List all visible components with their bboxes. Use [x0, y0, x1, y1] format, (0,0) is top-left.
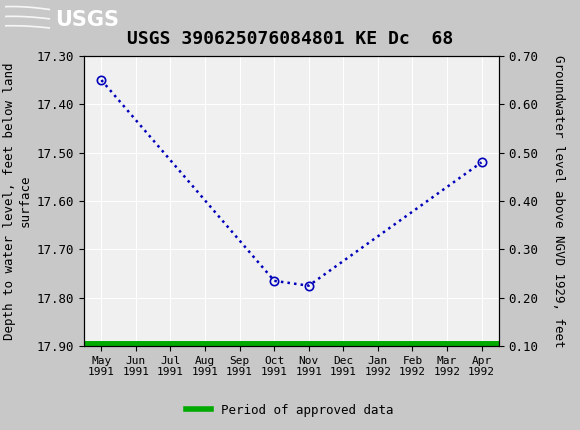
Text: USGS 390625076084801 KE Dc  68: USGS 390625076084801 KE Dc 68 [127, 30, 453, 48]
Y-axis label: Groundwater level above NGVD 1929, feet: Groundwater level above NGVD 1929, feet [552, 55, 566, 347]
Y-axis label: Depth to water level, feet below land
surface: Depth to water level, feet below land su… [3, 62, 31, 340]
Text: USGS: USGS [55, 10, 119, 31]
Legend: Period of approved data: Period of approved data [181, 399, 399, 421]
